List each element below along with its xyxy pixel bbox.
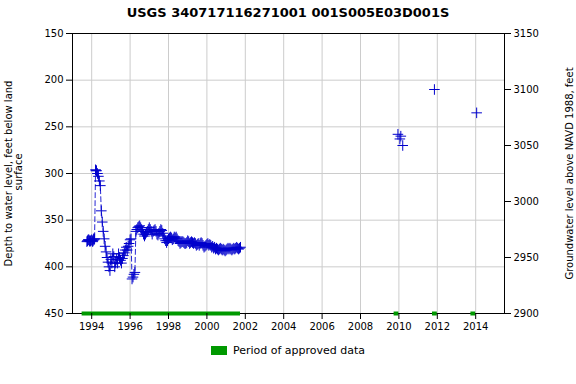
svg-text:2000: 2000 (194, 321, 219, 332)
svg-text:1996: 1996 (117, 321, 142, 332)
svg-text:2008: 2008 (348, 321, 373, 332)
svg-text:2950: 2950 (514, 252, 539, 263)
svg-text:2004: 2004 (271, 321, 296, 332)
svg-text:2010: 2010 (386, 321, 411, 332)
svg-text:2012: 2012 (425, 321, 450, 332)
svg-text:3100: 3100 (514, 84, 539, 95)
svg-text:3050: 3050 (514, 140, 539, 151)
svg-text:2014: 2014 (463, 321, 488, 332)
svg-text:200: 200 (44, 74, 63, 85)
svg-text:1994: 1994 (79, 321, 104, 332)
svg-text:2900: 2900 (514, 308, 539, 319)
html-text:USGS 340717116271001 001S005E0: USGS 340717116271001 001S005E03D001S (126, 5, 450, 20)
svg-text:400: 400 (44, 261, 63, 272)
svg-text:2006: 2006 (309, 321, 334, 332)
svg-text:450: 450 (44, 308, 63, 319)
svg-text:3150: 3150 (514, 28, 539, 39)
svg-text:3000: 3000 (514, 196, 539, 207)
svg-text:300: 300 (44, 168, 63, 179)
svg-text:150: 150 (44, 28, 63, 39)
html-text:Period of approved data: Period of approved data (232, 344, 366, 357)
svg-text:250: 250 (44, 121, 63, 132)
svg-text:350: 350 (44, 214, 63, 225)
svg-text:2002: 2002 (233, 321, 258, 332)
svg-text:Groundwater level above NAVD 1: Groundwater level above NAVD 1988, feet (564, 67, 575, 279)
svg-text:Depth to water level, feet bel: Depth to water level, feet below land su… (3, 81, 24, 267)
svg-text:1998: 1998 (156, 321, 181, 332)
